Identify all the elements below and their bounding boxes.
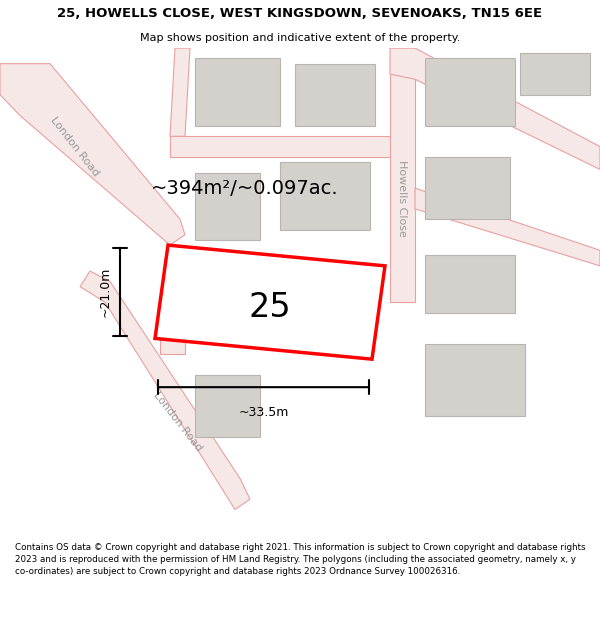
Polygon shape [0,64,185,245]
Text: ~394m²/~0.097ac.: ~394m²/~0.097ac. [151,179,339,198]
Text: Map shows position and indicative extent of the property.: Map shows position and indicative extent… [140,32,460,43]
Text: London Road: London Road [49,115,101,178]
Text: ~33.5m: ~33.5m [238,406,289,419]
Polygon shape [80,271,250,509]
Polygon shape [280,162,370,229]
Text: 25: 25 [248,291,292,324]
Polygon shape [170,48,190,136]
Polygon shape [425,344,525,416]
Polygon shape [195,375,260,437]
Text: 25, HOWELLS CLOSE, WEST KINGSDOWN, SEVENOAKS, TN15 6EE: 25, HOWELLS CLOSE, WEST KINGSDOWN, SEVEN… [58,7,542,20]
Polygon shape [520,53,590,95]
Polygon shape [170,136,390,157]
Text: Howells Close: Howells Close [397,160,407,237]
Polygon shape [155,245,385,359]
Text: London Road: London Road [152,390,204,453]
Polygon shape [195,59,280,126]
Polygon shape [390,48,415,302]
Polygon shape [195,173,260,240]
Polygon shape [390,48,600,169]
Text: Contains OS data © Crown copyright and database right 2021. This information is : Contains OS data © Crown copyright and d… [15,543,586,576]
Polygon shape [425,59,515,126]
Polygon shape [415,188,600,266]
Polygon shape [160,302,185,354]
Polygon shape [425,256,515,312]
Text: ~21.0m: ~21.0m [99,267,112,317]
Polygon shape [425,157,510,219]
Polygon shape [295,64,375,126]
